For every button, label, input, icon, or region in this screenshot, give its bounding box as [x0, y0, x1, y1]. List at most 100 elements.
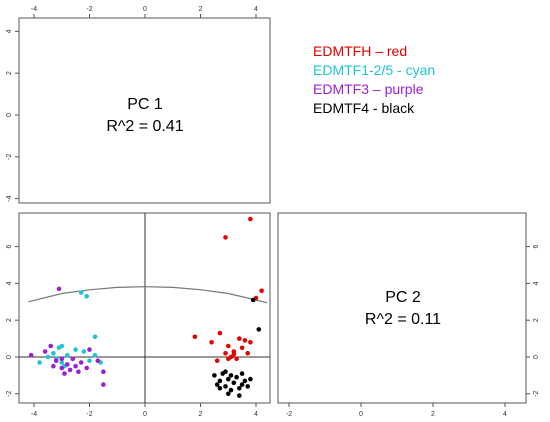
right-axis-tick-label: 6 [533, 245, 540, 249]
scatter-point [234, 356, 239, 362]
scatter-point [231, 380, 237, 386]
scatter-point [101, 382, 106, 387]
scatter-points [28, 216, 264, 398]
scatter-point [56, 345, 62, 351]
scatter-point [237, 336, 242, 341]
legend-item-red: EDMTFH – red [313, 43, 407, 59]
scatter-point [226, 343, 231, 349]
scatter-point [65, 352, 70, 358]
scatter-point [84, 365, 89, 371]
scatter-point [84, 294, 89, 299]
scatter-point [234, 374, 239, 380]
bottom-axis-tick-label: 2 [431, 411, 435, 418]
top-axis-tick-label: 4 [254, 6, 258, 13]
scatter-point [92, 334, 98, 340]
pc2-r2-label: R^2 = 0.11 [365, 311, 441, 328]
scatter-point [237, 393, 242, 398]
scatter-point [87, 358, 92, 364]
fit-curve [28, 286, 268, 304]
scatter-point [59, 365, 65, 371]
scatter-point [237, 386, 242, 391]
left-axis-tick-label: 0 [6, 355, 13, 359]
legend-item-purple: EDMTF3 – purple [313, 81, 424, 97]
scatter-point [70, 356, 76, 362]
top-axis-tick-label: 0 [143, 6, 147, 13]
bottom-axis-tick-label: -4 [31, 411, 37, 418]
scatter-point [95, 358, 101, 364]
scatter-point [37, 360, 42, 365]
scatter-point [67, 367, 73, 373]
pc1-label: PC 1 [127, 96, 163, 113]
scatter-point [192, 334, 198, 340]
scatter-point [59, 356, 65, 362]
pc1-r2-label: R^2 = 0.41 [106, 118, 183, 135]
scatter-point [87, 347, 92, 352]
scatter-point [42, 349, 48, 354]
bottom-axis-tick-label: 4 [503, 411, 507, 418]
scatter-point [259, 288, 264, 294]
right-axis-tick-label: 2 [533, 318, 540, 322]
scatter-point [56, 286, 62, 292]
scatter-point [62, 371, 67, 376]
scatter-point [248, 340, 253, 345]
scatter-point [217, 378, 223, 384]
left-axis-tick-label: 4 [6, 281, 13, 285]
panel-bottom-right-frame [277, 212, 527, 404]
scatter-point [226, 356, 231, 362]
scatter-point [217, 386, 223, 391]
scatter-point [48, 343, 53, 349]
left-axis-tick-label: -2 [6, 391, 13, 397]
scatter-point [223, 351, 228, 356]
legend-item-black: EDMTF4 - black [313, 100, 415, 116]
scatter-point [248, 216, 253, 222]
bottom-axis-tick-label: 0 [143, 411, 147, 418]
bottom-axis-tick-label: 4 [254, 411, 258, 418]
scatter-point [92, 352, 98, 358]
bottom-axis-tick-label: 0 [359, 411, 363, 418]
right-axis-tick-label: 4 [533, 281, 540, 285]
left-axis-tick-label: 2 [6, 318, 13, 322]
scatter-point [245, 351, 250, 356]
scatter-point [45, 354, 51, 360]
scatter-point [226, 391, 231, 397]
scatter-point [217, 330, 223, 336]
scatter-point [242, 338, 248, 343]
scatter-point [81, 349, 87, 354]
scatter-point [73, 347, 78, 352]
scatter-point [214, 358, 220, 364]
scatter-point [245, 384, 250, 389]
top-axis-tick-label: -2 [86, 6, 92, 13]
scatter-point [239, 382, 245, 387]
top-axis-tick-label: -4 [31, 6, 37, 13]
scatter-point [228, 373, 234, 378]
legend: EDMTFH – red EDMTF1-2/5 - cyan EDMTF3 – … [313, 43, 435, 116]
scatter-point [248, 376, 253, 382]
scatter-point [242, 378, 248, 384]
bottom-axis-tick-label: -2 [286, 411, 292, 418]
left-axis-tick-label: 2 [6, 71, 13, 75]
scatter-point [65, 362, 70, 367]
scatter-point [223, 235, 228, 240]
scatter-point [73, 363, 78, 369]
left-axis-tick-label: 6 [6, 245, 13, 249]
scatter-point [231, 351, 237, 357]
scatter-point [223, 369, 228, 375]
right-axis-tick-label: 0 [533, 355, 540, 359]
scatter-point [209, 340, 214, 345]
left-axis-tick-label: 0 [6, 113, 13, 117]
scatter-point [223, 384, 228, 389]
scatter-point [59, 360, 65, 365]
scatter-point [239, 371, 245, 376]
scatter-point [239, 345, 245, 351]
scatter-point [226, 376, 231, 382]
scatter-point [51, 351, 56, 356]
scatter-point [214, 382, 220, 387]
scatter-point [212, 373, 217, 378]
scatter-point [256, 327, 262, 332]
right-axis-tick-label: -2 [533, 391, 540, 397]
scatter-point [250, 297, 256, 303]
scatter-point [101, 369, 106, 375]
scatter-point [53, 358, 59, 364]
